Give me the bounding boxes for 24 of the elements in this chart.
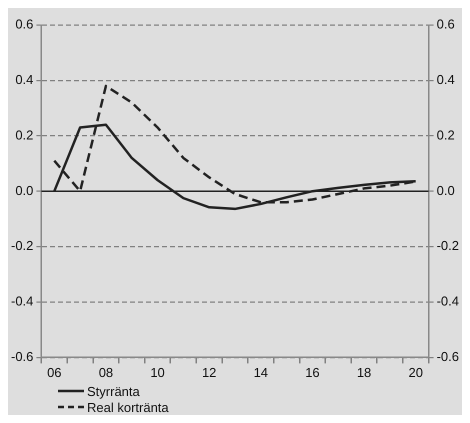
y2-tick-label: -0.4 (436, 294, 460, 309)
x-tick-label: 08 (98, 364, 114, 380)
legend-label: Real kortränta (87, 400, 169, 414)
x-tick-label: 18 (356, 364, 372, 380)
y2-tick-label: 0.4 (436, 72, 455, 87)
x-tick-label: 06 (47, 364, 62, 380)
x-tick-label: 16 (305, 364, 320, 380)
y-tick-label: 0.4 (15, 72, 34, 87)
y2-tick-label: -0.6 (436, 348, 460, 364)
x-tick-label: 20 (408, 364, 423, 380)
y-tick-label: -0.4 (10, 294, 34, 309)
x-tick-label: 14 (254, 364, 268, 380)
y2-tick-label: -0.2 (436, 238, 460, 254)
legend-label: Styrränta (87, 384, 140, 398)
y2-tick-label: 0.0 (436, 182, 455, 198)
y-tick-label: 0.0 (15, 182, 34, 198)
y-tick-label: 0.6 (15, 16, 34, 32)
y-tick-label: -0.2 (10, 238, 34, 254)
y-tick-label: -0.6 (10, 348, 34, 364)
x-tick-label: 12 (202, 364, 216, 380)
x-tick-label: 10 (150, 364, 165, 380)
y-tick-label: 0.2 (15, 127, 34, 142)
y2-tick-label: 0.6 (436, 16, 455, 32)
y2-tick-label: 0.2 (436, 127, 455, 142)
